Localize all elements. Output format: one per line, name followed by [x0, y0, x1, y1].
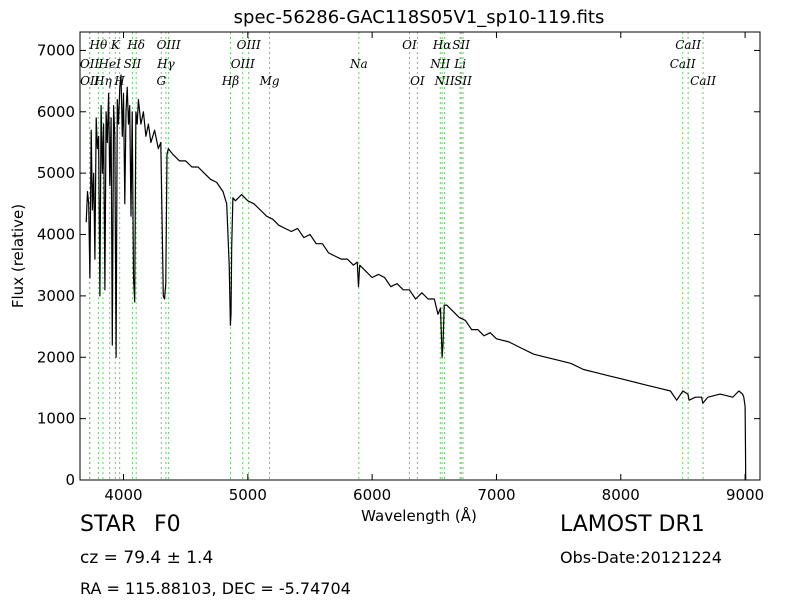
y-tick-label-3: 3000 — [37, 287, 75, 305]
subclass-label: F0 — [154, 512, 181, 537]
marker-label-16: Na — [349, 57, 368, 71]
line-markers — [89, 32, 704, 480]
marker-label-17: OI — [402, 38, 417, 52]
marker-label-8: Hδ — [126, 38, 145, 52]
survey-label: LAMOST DR1 — [560, 512, 705, 537]
y-tick-label-6: 6000 — [37, 103, 75, 121]
y-tick-label-1: 1000 — [37, 410, 75, 428]
marker-label-11: OIII — [157, 38, 181, 52]
marker-label-20: Hα — [432, 38, 452, 52]
x-tick-label-4: 8000 — [602, 486, 640, 504]
spectrum-series — [85, 74, 747, 481]
y-tick-label-4: 4000 — [37, 226, 75, 244]
y-axis-label: Flux (relative) — [9, 204, 27, 308]
coordinates-label: RA = 115.88103, DEC = -5.74704 — [80, 579, 351, 598]
marker-label-23: SII — [452, 38, 470, 52]
marker-label-27: CaII — [690, 74, 716, 88]
marker-label-19: NII — [429, 57, 450, 71]
y-tick-label-0: 0 — [65, 471, 75, 489]
marker-label-12: Hβ — [221, 74, 239, 88]
object-class: STAR F0 — [80, 512, 199, 537]
spectrum-line-0 — [85, 74, 747, 481]
line-labels: OII OII Hθ Hη HeI K H SII Hδ G Hγ OIII Hβ OIII OIII Mg N… — [80, 38, 716, 88]
obs-date-label: Obs-Date:20121224 — [560, 548, 722, 567]
marker-label-25: CaII — [670, 57, 696, 71]
marker-label-3: Hη — [93, 74, 112, 88]
chart-title: spec-56286-GAC118S05V1_sp10-119.fits — [234, 7, 605, 28]
x-axis-label: Wavelength (Å) — [361, 506, 477, 525]
marker-label-14: OIII — [237, 38, 261, 52]
marker-label-26: CaII — [675, 38, 701, 52]
marker-label-1: OII — [80, 74, 100, 88]
marker-label-4: HeI — [98, 57, 122, 71]
y-tick-label-2: 2000 — [37, 348, 75, 366]
x-tick-label-2: 6000 — [353, 486, 391, 504]
x-tick-label-5: 9000 — [726, 486, 764, 504]
x-tick-label-0: 4000 — [104, 486, 142, 504]
marker-label-9: G — [157, 74, 167, 88]
plot-frame — [79, 31, 761, 481]
marker-label-18: OI — [410, 74, 425, 88]
marker-label-6: H — [113, 74, 125, 88]
marker-label-0: OII — [80, 57, 100, 71]
marker-label-2: Hθ — [89, 38, 108, 52]
marker-label-22: Li — [453, 57, 466, 71]
y-tick-label-5: 5000 — [37, 164, 75, 182]
marker-label-15: Mg — [259, 74, 280, 88]
marker-label-10: Hγ — [156, 57, 175, 71]
class-label: STAR — [80, 512, 137, 537]
marker-label-13: OIII — [231, 57, 255, 71]
y-tick-label-7: 7000 — [37, 41, 75, 59]
marker-label-7: SII — [124, 57, 142, 71]
marker-label-5: K — [110, 38, 121, 52]
redshift-label: cz = 79.4 ± 1.4 — [80, 548, 214, 568]
x-tick-label-3: 7000 — [477, 486, 515, 504]
marker-label-24: SII — [454, 74, 472, 88]
axis-ticks: 4000 5000 6000 7000 8000 9000 0 1000 2000 3000 400… — [37, 32, 764, 504]
marker-label-21: NII — [434, 74, 455, 88]
x-tick-label-1: 5000 — [229, 486, 267, 504]
